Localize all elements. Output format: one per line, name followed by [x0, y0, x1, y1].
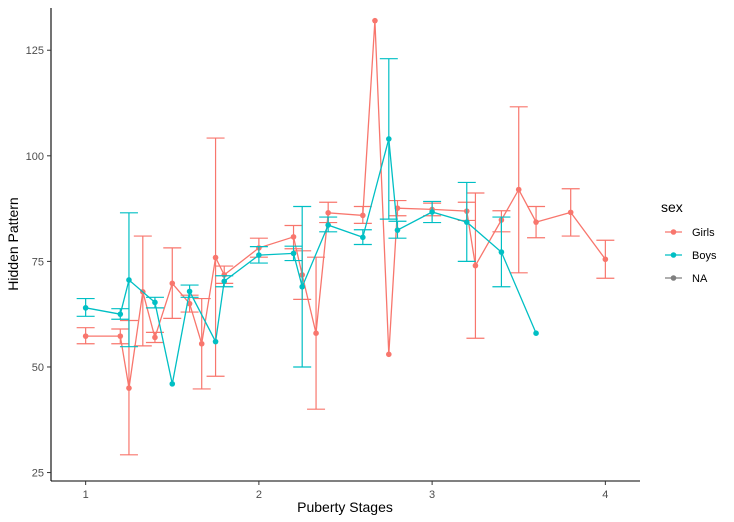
data-point-boys — [360, 234, 366, 241]
legend-key-point — [670, 229, 677, 235]
data-point-boys — [82, 305, 89, 311]
data-point-boys — [325, 222, 331, 228]
series-boys — [76, 58, 539, 387]
y-axis-title: Hidden Pattern — [5, 197, 21, 290]
data-point-boys — [386, 136, 392, 142]
data-point-boys — [169, 381, 176, 387]
data-point-girls — [82, 333, 89, 339]
data-point-girls — [372, 17, 378, 24]
data-point-boys — [126, 277, 132, 283]
legend-label-na: NA — [692, 273, 708, 285]
data-point-boys — [429, 209, 435, 215]
data-point-girls — [325, 210, 331, 216]
data-point-girls — [472, 262, 479, 269]
data-point-boys — [463, 219, 470, 225]
series-girls — [76, 17, 615, 456]
data-point-girls — [515, 186, 522, 193]
data-point-girls — [567, 209, 574, 216]
y-tick-label: 125 — [26, 45, 44, 57]
data-point-girls — [533, 219, 539, 225]
legend-key-na — [665, 275, 682, 281]
legend-label-boys: Boys — [692, 250, 717, 262]
data-point-boys — [299, 283, 305, 290]
data-point-boys — [221, 278, 228, 285]
data-point-girls — [602, 256, 609, 263]
data-point-boys — [117, 311, 124, 317]
data-point-boys — [290, 250, 297, 257]
y-tick-label: 25 — [32, 468, 44, 480]
data-point-girls — [198, 340, 205, 347]
data-point-girls — [169, 280, 176, 287]
x-tick-label: 3 — [429, 489, 435, 501]
data-point-boys — [212, 338, 219, 345]
x-tick-label: 4 — [602, 489, 608, 501]
data-point-boys — [152, 299, 158, 306]
legend-key-boys — [665, 252, 682, 258]
data-point-boys — [256, 252, 262, 258]
y-tick-label: 75 — [32, 256, 44, 268]
data-point-girls — [386, 351, 392, 358]
data-point-girls — [290, 234, 297, 240]
axes-layer — [50, 8, 640, 482]
data-point-girls — [212, 254, 219, 261]
series-line-girls — [85, 20, 606, 389]
x-axis-title: Puberty Stages — [297, 499, 393, 515]
ticks-layer: 1 2 3 4 25 50 75 100 125 — [26, 45, 609, 501]
y-tick-label: 100 — [26, 151, 44, 163]
legend-title: sex — [661, 199, 683, 215]
data-point-boys — [533, 330, 539, 336]
x-tick-label: 2 — [256, 489, 262, 501]
data-point-boys — [498, 249, 505, 255]
legend-key-point — [670, 275, 677, 281]
legend-label-girls: Girls — [692, 227, 715, 239]
legend-key-girls — [665, 229, 682, 235]
data-point-boys — [186, 288, 193, 295]
legend: sex Girls Boys NA — [661, 199, 717, 285]
data-point-girls — [117, 333, 124, 339]
data-point-girls — [126, 385, 132, 391]
series-layer — [76, 17, 615, 456]
data-point-boys — [394, 227, 401, 233]
y-tick-label: 50 — [32, 362, 44, 374]
data-point-girls — [152, 334, 158, 341]
legend-key-point — [670, 252, 677, 258]
data-point-girls — [313, 330, 319, 336]
x-tick-label: 1 — [83, 489, 89, 501]
data-point-girls — [360, 212, 366, 219]
